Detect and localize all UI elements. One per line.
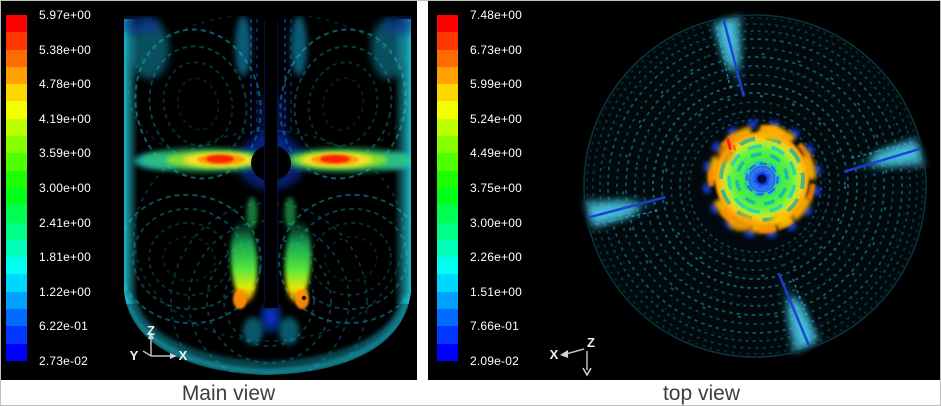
x-axis-arrowhead bbox=[560, 350, 568, 358]
impeller-region bbox=[702, 119, 822, 239]
top-view-axis-triad: X Z bbox=[550, 335, 595, 377]
z-axis-label: Z bbox=[587, 335, 595, 350]
top-view-vector-plot: X Z bbox=[550, 14, 927, 377]
impeller-jet-left bbox=[134, 148, 271, 172]
baffle-wake-top bbox=[712, 15, 746, 101]
lower-plumes bbox=[230, 197, 312, 345]
z-axis-arrowhead bbox=[148, 332, 154, 339]
baffle-wake-bottom bbox=[777, 268, 820, 354]
z-axis-label: Z bbox=[147, 323, 155, 338]
y-axis-label: Y bbox=[130, 348, 139, 363]
caption-top-view: top view bbox=[662, 382, 741, 405]
baffle-wakes bbox=[584, 15, 926, 354]
main-view-panel: Z X Y 5.97e+00 5.38e+00 4.78e+00 4.19e+00 3.… bbox=[1, 1, 417, 380]
impeller-jet-right bbox=[281, 148, 411, 172]
x-axis-label: X bbox=[550, 347, 559, 362]
z-axis-arrowhead bbox=[582, 367, 592, 377]
x-axis-label: X bbox=[179, 348, 188, 363]
tank-rim bbox=[583, 14, 927, 358]
baffle-wake-right bbox=[839, 137, 926, 173]
main-view-vector-plot: Z X Y bbox=[124, 16, 411, 375]
top-view-panel: X Z 7.48e+00 6.73e+00 5.99e+00 5.24e+00 4.49… bbox=[428, 1, 940, 380]
stirred-tank-cross-section bbox=[124, 16, 411, 375]
peak-velocity-speck bbox=[726, 138, 737, 151]
caption-main-view: Main view bbox=[181, 382, 276, 405]
agitator-shaft bbox=[258, 16, 284, 308]
baffle-wake-left bbox=[584, 195, 670, 229]
main-view-axis-triad: Z X Y bbox=[130, 323, 188, 363]
x-axis-arrowhead bbox=[170, 353, 177, 359]
tank-wall-flow-bands bbox=[124, 16, 411, 375]
